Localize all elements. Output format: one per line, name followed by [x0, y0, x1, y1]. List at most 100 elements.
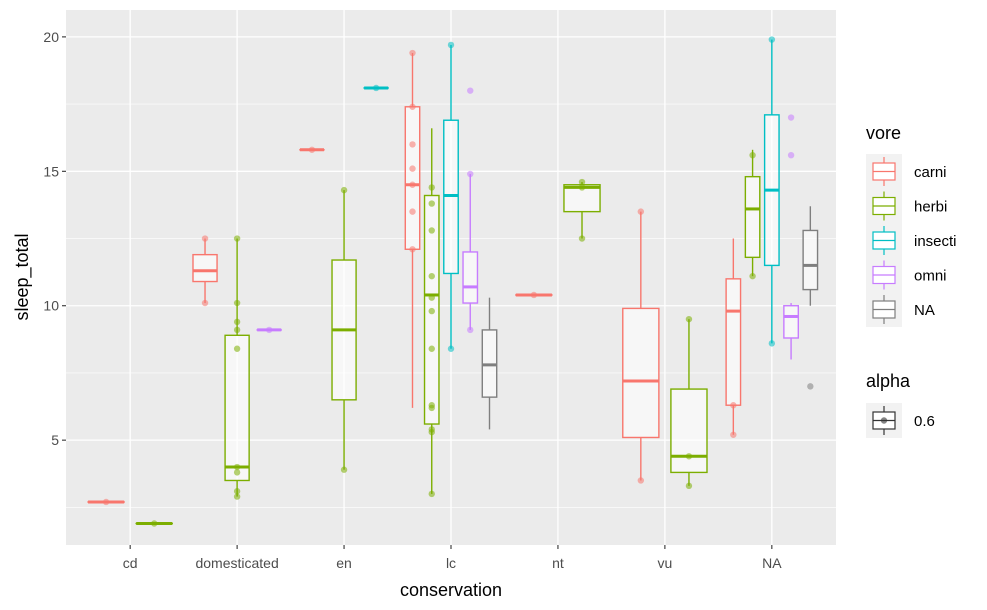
legend-entry-omni: omni — [866, 257, 947, 293]
box-body — [462, 251, 479, 304]
x-tick-label: lc — [446, 555, 456, 571]
data-point — [637, 477, 645, 484]
box-lc-NA — [481, 297, 498, 430]
data-point — [233, 318, 241, 326]
data-point — [787, 114, 795, 121]
box-body — [192, 253, 218, 283]
box-body — [744, 175, 761, 259]
box-body — [802, 229, 819, 291]
legend-title-alpha: alpha — [866, 371, 911, 391]
box-en-insecti — [363, 84, 389, 92]
box-body — [404, 106, 421, 250]
data-point — [308, 146, 316, 153]
y-tick-label: 20 — [43, 29, 59, 45]
legend-label: NA — [914, 302, 935, 319]
box-body — [670, 388, 708, 474]
box-lc-insecti — [443, 41, 459, 352]
data-point — [730, 431, 737, 438]
data-point — [428, 490, 435, 498]
data-point — [428, 426, 435, 433]
y-tick-label: 5 — [51, 432, 59, 448]
legend-label: carni — [914, 164, 947, 181]
data-point — [637, 208, 645, 215]
data-point — [807, 383, 814, 390]
data-point — [409, 141, 416, 148]
data-point — [428, 345, 435, 352]
data-point — [685, 453, 693, 460]
y-tick-label: 15 — [43, 163, 59, 179]
box-lc-carni — [404, 49, 421, 408]
data-point — [233, 493, 241, 500]
data-point — [233, 326, 241, 334]
data-point — [233, 488, 241, 495]
legend-label: omni — [914, 268, 947, 285]
data-point — [409, 165, 416, 172]
data-point — [372, 84, 380, 92]
box-domesticated-omni — [256, 326, 282, 334]
x-tick-label: en — [336, 555, 352, 571]
x-axis-title: conservation — [400, 580, 502, 600]
legend-vore: vore carni herbi insecti omni NA — [866, 123, 957, 327]
data-point — [233, 235, 241, 242]
box-vu-carni — [622, 208, 660, 484]
box-body — [725, 278, 742, 406]
data-point — [340, 186, 348, 194]
data-point — [467, 326, 474, 334]
data-point — [428, 307, 435, 315]
box-body — [622, 307, 660, 439]
data-point — [409, 246, 416, 253]
box-lc-herbi — [423, 128, 440, 498]
data-point — [428, 184, 435, 191]
box-en-carni — [299, 146, 325, 153]
box-NA-herbi — [744, 149, 761, 280]
data-point — [685, 315, 693, 323]
box-body — [783, 305, 800, 339]
data-point — [151, 520, 158, 527]
data-point — [578, 184, 586, 191]
marks — [87, 36, 819, 527]
legend-entry-NA: NA — [866, 292, 935, 327]
data-point — [749, 272, 756, 280]
data-point — [409, 49, 416, 57]
data-point — [428, 402, 435, 409]
legend-label: herbi — [914, 199, 947, 216]
data-point — [233, 463, 241, 471]
data-point — [233, 345, 241, 352]
box-NA-omni — [783, 114, 800, 360]
box-nt-herbi — [563, 178, 601, 242]
data-point — [467, 170, 474, 178]
x-axis: cd domesticated en lc nt vu NA — [123, 545, 782, 571]
data-point — [409, 103, 416, 110]
x-tick-label: nt — [552, 555, 564, 571]
legend-entry-insecti: insecti — [866, 223, 957, 258]
data-point — [102, 498, 110, 506]
data-point — [447, 41, 455, 49]
box-vu-herbi — [670, 315, 708, 490]
x-tick-label: vu — [657, 555, 672, 571]
box-body — [224, 334, 250, 482]
box-lc-omni — [462, 87, 479, 334]
legend-entry-herbi: herbi — [866, 188, 947, 224]
box-cd-herbi — [135, 520, 173, 527]
x-tick-label: NA — [762, 555, 782, 571]
data-point — [409, 208, 416, 215]
data-point — [233, 469, 241, 476]
box-NA-carni — [725, 238, 742, 438]
data-point — [787, 151, 795, 159]
data-point — [578, 178, 586, 186]
box-domesticated-carni — [192, 235, 218, 307]
data-point — [578, 235, 586, 242]
x-tick-label: cd — [123, 555, 138, 571]
data-point — [428, 227, 435, 234]
y-axis: 5 10 15 20 — [43, 29, 66, 448]
box-NA-NA — [802, 206, 819, 390]
data-point — [768, 36, 776, 43]
data-point — [201, 235, 209, 242]
data-point — [768, 340, 776, 347]
data-point — [340, 466, 348, 473]
y-tick-label: 10 — [43, 298, 59, 314]
legend-key-alpha-point — [880, 417, 888, 424]
data-point — [447, 345, 455, 352]
box-nt-carni — [515, 291, 553, 299]
